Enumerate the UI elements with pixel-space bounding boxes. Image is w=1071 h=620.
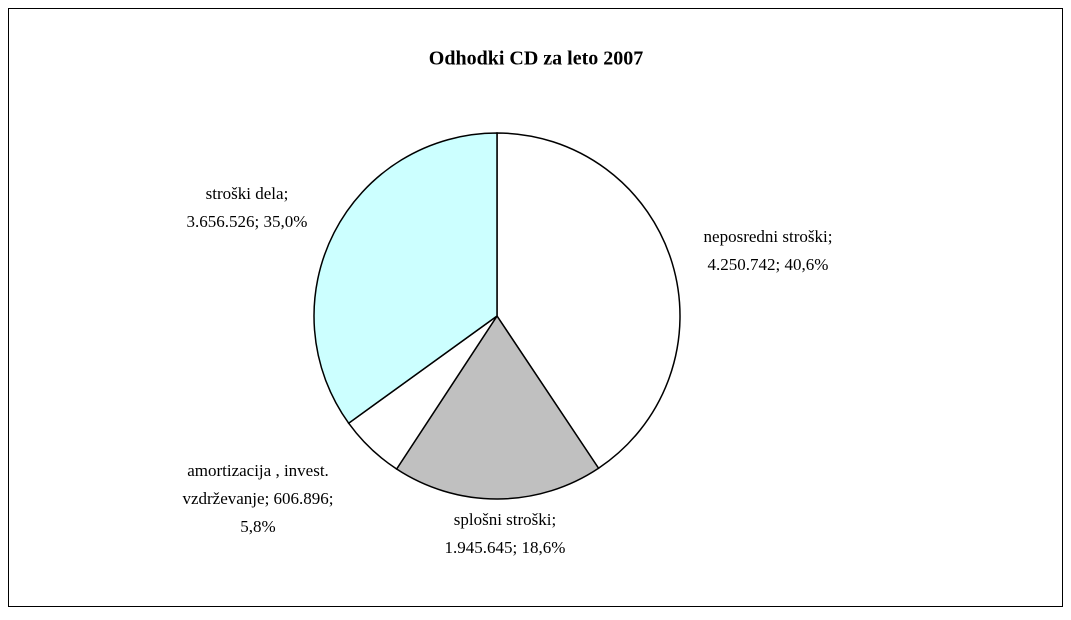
data-label: amortizacija , invest.: [187, 461, 329, 480]
data-label: 4.250.742; 40,6%: [708, 255, 829, 274]
pie-slice: [395, 314, 600, 500]
data-label: 3.656.526; 35,0%: [187, 212, 308, 231]
data-label: neposredni stroški;: [704, 227, 833, 246]
data-label: stroški dela;: [206, 184, 289, 203]
data-label: vzdrževanje; 606.896;: [182, 489, 333, 508]
data-label: splošni stroški;: [454, 510, 557, 529]
data-label: 1.945.645; 18,6%: [445, 538, 566, 557]
pie-slice: [313, 132, 498, 425]
data-label: 5,8%: [240, 517, 275, 536]
chart-title: Odhodki CD za leto 2007: [429, 48, 643, 70]
